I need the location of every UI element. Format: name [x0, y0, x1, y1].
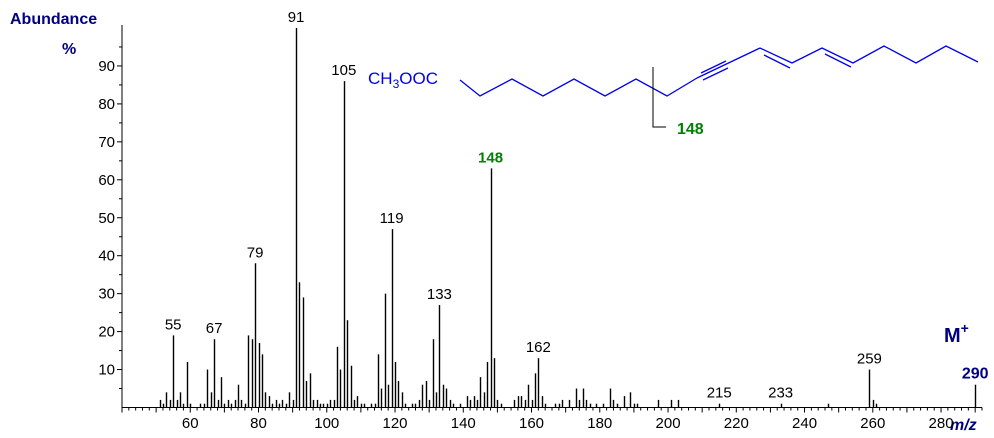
x-tick-label: 180: [587, 415, 612, 432]
peak-label: 67: [206, 320, 223, 337]
y-ticks: 10 20 30 40 50 60 70 80 90: [98, 46, 122, 390]
peak-labels: 55 67 79 91 105 119 133 148 162 215 233 259 290: [165, 9, 989, 402]
ester-group-label: CH3OOC: [368, 69, 438, 91]
peak-label: 91: [288, 9, 305, 26]
y-tick-label: 30: [98, 286, 115, 303]
x-tick-label: 80: [250, 415, 267, 432]
alkyl-chain-2: [759, 45, 979, 64]
spectrum-peaks: [159, 28, 977, 408]
y-axis-title: Abundance: [10, 11, 97, 28]
triple-bond-upper: [700, 60, 727, 74]
y-tick-label: 90: [98, 58, 115, 75]
y-tick-label: 80: [98, 96, 115, 113]
peak-label: 259: [857, 351, 882, 368]
x-tick-label: 160: [519, 415, 544, 432]
y-tick-label: 50: [98, 210, 115, 227]
fragment-cleavage-marker: [652, 67, 666, 128]
peak-label: 133: [427, 286, 452, 303]
y-tick-label: 40: [98, 248, 115, 265]
x-tick-label: 140: [451, 415, 476, 432]
peak-label: 290: [962, 366, 989, 383]
double-bond-1: [763, 54, 791, 69]
y-axis-unit: %: [62, 41, 76, 58]
triple-bond-lower: [702, 67, 729, 81]
x-ticks: 60 80 100 120 140 160 180 200 220 240 260 280: [121, 407, 983, 432]
peak-label: 148: [478, 149, 503, 166]
x-tick-label: 60: [182, 415, 199, 432]
y-tick-label: 60: [98, 172, 115, 189]
peak-label: 162: [526, 339, 551, 356]
x-tick-label: 220: [724, 415, 749, 432]
triple-bond-main: [696, 47, 761, 79]
peak-label: 233: [768, 385, 793, 402]
peak-label: 79: [247, 244, 264, 261]
peak-label: 119: [380, 210, 404, 227]
x-tick-label: 240: [792, 415, 817, 432]
y-tick-label: 10: [98, 362, 115, 379]
chemical-structure: CH3OOC 148: [368, 45, 979, 138]
x-tick-label: 100: [314, 415, 339, 432]
peak-label: 105: [331, 62, 356, 79]
double-bond-2: [824, 53, 852, 68]
molecular-ion-label: M+: [944, 320, 969, 347]
alkyl-chain-1: [459, 77, 698, 97]
fragment-label: 148: [677, 121, 704, 138]
x-tick-label: 120: [383, 415, 408, 432]
x-tick-label: 260: [860, 415, 885, 432]
x-tick-label: 280: [929, 415, 954, 432]
x-tick-label: 200: [656, 415, 681, 432]
peak-label: 55: [165, 316, 182, 333]
y-tick-label: 20: [98, 324, 115, 341]
x-axis-title: m/z: [950, 417, 977, 434]
y-tick-label: 70: [98, 134, 115, 151]
peak-label: 215: [707, 385, 732, 402]
